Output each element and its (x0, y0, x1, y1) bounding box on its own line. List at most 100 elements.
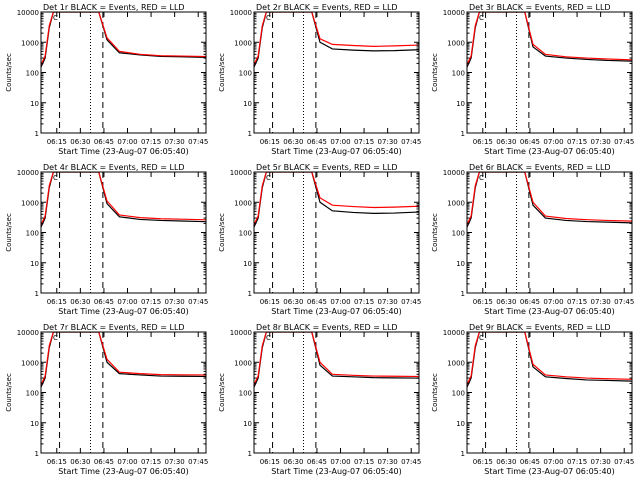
x-tick-label: 07:00 (117, 458, 137, 466)
events-series-line (467, 172, 632, 228)
x-tick-label: 07:30 (165, 138, 185, 146)
annotation-label: C (266, 174, 271, 182)
x-tick-label: 06:45 (307, 458, 327, 466)
y-tick-label: 10000 (17, 169, 39, 177)
x-tick-label: 06:45 (94, 138, 114, 146)
lld-series-line (254, 172, 419, 226)
y-tick-label: 10 (30, 260, 39, 268)
x-tick-label: 07:00 (543, 458, 563, 466)
events-series-line (41, 12, 206, 68)
y-tick-label: 1 (248, 130, 252, 138)
y-tick-label: 10 (456, 420, 465, 428)
x-tick-label: 07:00 (330, 298, 350, 306)
x-tick-label: 06:30 (70, 298, 90, 306)
panel-title: Det 9r BLACK = Events, RED = LLD (469, 323, 611, 332)
x-tick-label: 07:45 (614, 458, 634, 466)
x-tick-label: 06:45 (307, 138, 327, 146)
x-tick-label: 06:45 (520, 138, 540, 146)
y-tick-label: 100 (26, 70, 39, 78)
x-tick-label: 07:45 (401, 138, 421, 146)
y-tick-label: 100 (26, 390, 39, 398)
x-tick-label: 07:15 (567, 458, 587, 466)
annotation-label: C (53, 334, 58, 342)
y-tick-label: 1000 (21, 359, 39, 367)
y-tick-label: 10 (243, 420, 252, 428)
y-tick-label: 1 (35, 130, 39, 138)
y-tick-label: 10 (456, 260, 465, 268)
y-axis-label: Counts/sec (5, 53, 13, 92)
annotation-label: C (479, 334, 484, 342)
y-tick-label: 1 (461, 290, 465, 298)
y-axis-label: Counts/sec (218, 373, 226, 412)
y-tick-label: 10 (30, 100, 39, 108)
y-tick-label: 10000 (230, 169, 252, 177)
events-series-line (467, 12, 632, 68)
x-tick-label: 07:15 (141, 458, 161, 466)
x-tick-label: 07:15 (567, 298, 587, 306)
detector-panel: Det 3r BLACK = Events, RED = LLD C 1 10 100 1… (431, 3, 634, 156)
x-tick-label: 07:15 (567, 138, 587, 146)
plot-frame (466, 171, 633, 294)
y-tick-label: 100 (26, 230, 39, 238)
lld-series-line (467, 12, 632, 66)
lld-series-line (254, 12, 419, 66)
x-tick-label: 06:15 (47, 298, 67, 306)
lld-series-line (467, 332, 632, 386)
y-tick-label: 10000 (230, 9, 252, 17)
x-tick-label: 07:30 (378, 298, 398, 306)
x-tick-label: 07:30 (591, 298, 611, 306)
detector-panel: Det 4r BLACK = Events, RED = LLD C 1 10 100 1… (5, 163, 208, 316)
x-tick-label: 06:30 (496, 458, 516, 466)
detector-panel: Det 2r BLACK = Events, RED = LLD C 1 10 100 1… (218, 3, 421, 156)
x-tick-label: 06:30 (70, 458, 90, 466)
events-series-line (254, 12, 419, 68)
y-tick-label: 1 (461, 450, 465, 458)
x-tick-label: 07:45 (188, 298, 208, 306)
plot-frame (40, 171, 207, 294)
x-tick-label: 06:45 (520, 458, 540, 466)
y-tick-label: 10 (30, 420, 39, 428)
detector-panel: Det 5r BLACK = Events, RED = LLD C 1 10 100 1… (218, 163, 421, 316)
x-tick-label: 07:45 (188, 458, 208, 466)
events-series-line (467, 332, 632, 388)
x-axis-label: Start Time (23-Aug-07 06:05:40) (484, 307, 615, 316)
y-tick-label: 10 (456, 100, 465, 108)
x-tick-label: 06:15 (473, 138, 493, 146)
y-tick-label: 10 (243, 260, 252, 268)
y-tick-label: 10000 (17, 9, 39, 17)
detector-panel: Det 9r BLACK = Events, RED = LLD C 1 10 100 1… (431, 323, 634, 476)
y-tick-label: 1 (35, 290, 39, 298)
x-tick-label: 06:45 (307, 298, 327, 306)
x-tick-label: 06:30 (283, 138, 303, 146)
x-axis-label: Start Time (23-Aug-07 06:05:40) (271, 307, 402, 316)
annotation-label: C (266, 14, 271, 22)
y-tick-label: 100 (239, 390, 252, 398)
y-tick-label: 1000 (447, 199, 465, 207)
y-axis-label: Counts/sec (431, 213, 439, 252)
y-tick-label: 10000 (230, 329, 252, 337)
plot-frame (253, 331, 420, 454)
x-axis-label: Start Time (23-Aug-07 06:05:40) (58, 307, 189, 316)
x-tick-label: 07:45 (614, 138, 634, 146)
y-tick-label: 100 (239, 70, 252, 78)
x-tick-label: 06:15 (260, 298, 280, 306)
x-tick-label: 06:15 (47, 458, 67, 466)
lld-series-line (254, 332, 419, 386)
x-tick-label: 06:15 (260, 138, 280, 146)
plot-frame (466, 11, 633, 134)
y-tick-label: 100 (452, 230, 465, 238)
plot-frame (40, 331, 207, 454)
detector-panel: Det 7r BLACK = Events, RED = LLD C 1 10 100 1… (5, 323, 208, 476)
detector-panel: Det 6r BLACK = Events, RED = LLD C 1 10 100 1… (431, 163, 634, 316)
x-tick-label: 07:30 (378, 138, 398, 146)
y-tick-label: 1 (35, 450, 39, 458)
y-tick-label: 1000 (447, 359, 465, 367)
lld-series-line (41, 332, 206, 386)
x-axis-label: Start Time (23-Aug-07 06:05:40) (58, 467, 189, 476)
panel-title: Det 1r BLACK = Events, RED = LLD (43, 3, 185, 12)
events-series-line (254, 332, 419, 388)
y-tick-label: 10000 (17, 329, 39, 337)
x-tick-label: 07:30 (591, 458, 611, 466)
x-tick-label: 07:00 (543, 298, 563, 306)
